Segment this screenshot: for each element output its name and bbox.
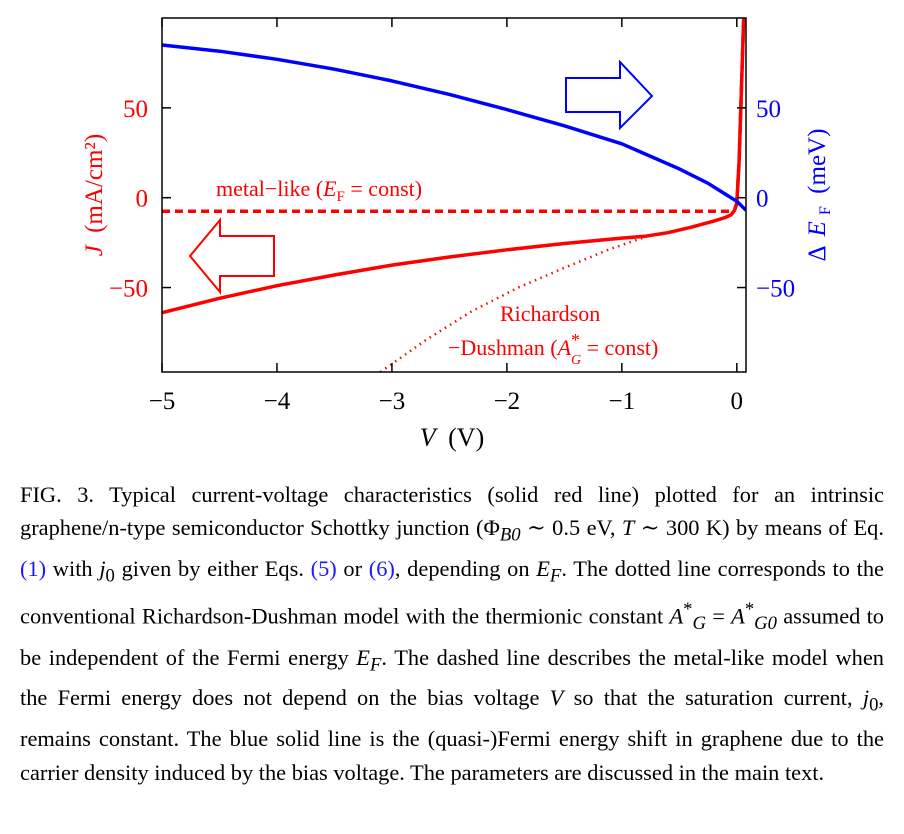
caption-sub: B0 bbox=[499, 524, 521, 546]
equation-ref-link[interactable]: (1) bbox=[20, 556, 47, 582]
caption-sup: * bbox=[683, 599, 693, 621]
plot-frame bbox=[161, 17, 747, 373]
x-tick-label: −5 bbox=[149, 388, 176, 415]
caption-symbol: j bbox=[862, 685, 870, 711]
caption-text: , remains constant. The blue solid line … bbox=[20, 685, 885, 785]
svg-text:Δ E F (meV): Δ E F (meV) bbox=[804, 129, 836, 262]
fermi-shift-blue-line bbox=[162, 43, 746, 212]
richardson-dushman-dotted-line bbox=[379, 236, 646, 372]
caption-symbol: E bbox=[536, 556, 550, 582]
caption-sub: 0 bbox=[869, 694, 879, 716]
caption-text: ∼ 300 K) by means of Eq. bbox=[634, 515, 884, 541]
svg-text:J (mA/cm²): J (mA/cm²) bbox=[81, 134, 108, 257]
ylabel-right: Δ E F (meV) bbox=[804, 129, 836, 262]
metal-like-dashed-line bbox=[162, 18, 746, 213]
ylabel-left-unit: (mA/cm²) bbox=[81, 134, 108, 233]
xlabel: V (V) bbox=[420, 423, 484, 452]
x-tick-label: −3 bbox=[379, 388, 406, 415]
x-tick-label: −1 bbox=[609, 388, 636, 415]
equation-ref-link[interactable]: (6) bbox=[368, 556, 395, 582]
caption-symbol: E bbox=[356, 644, 370, 670]
caption-sub: G bbox=[692, 613, 706, 635]
x-tick-label: 0 bbox=[731, 388, 744, 415]
ylabel-right-subscript: F bbox=[817, 206, 834, 215]
caption-sub: F bbox=[549, 565, 562, 587]
chart: −5 −4 −3 −2 −1 0 50 0 −50 50 0 −50 J (mA/cm²) Δ E F… bbox=[81, 17, 836, 452]
annotation-metal-like-suffix: = const) bbox=[345, 176, 422, 201]
caption-fig: FIG. 3. bbox=[20, 482, 95, 507]
caption-symbol: A bbox=[731, 603, 745, 629]
annotation-dushman-prefix: −Dushman ( bbox=[448, 335, 558, 360]
iv-red-solid-line bbox=[162, 18, 746, 315]
annotation-dushman-suffix: = const) bbox=[581, 335, 658, 360]
caption-text: Typical current-voltage characteristics … bbox=[20, 482, 884, 541]
x-tick-label: −4 bbox=[264, 388, 291, 415]
caption-symbol: j bbox=[99, 556, 106, 582]
y-left-tick-label: 0 bbox=[136, 186, 149, 213]
caption-text: , depending on bbox=[394, 556, 537, 582]
annotation-dushman: −Dushman (A* G = const) bbox=[448, 330, 658, 368]
annotation-metal-like-symbol: E bbox=[322, 176, 337, 201]
caption-text: ∼ 0.5 eV, bbox=[520, 515, 622, 541]
ylabel-left: J (mA/cm²) bbox=[81, 134, 108, 257]
annotation-metal-like: metal−like (EF = const) bbox=[216, 176, 422, 205]
x-tick-label: −2 bbox=[494, 388, 521, 415]
caption-text: . The dashed line describes the metal-li… bbox=[20, 644, 884, 711]
left-arrow-icon bbox=[188, 217, 275, 295]
ylabel-right-delta: Δ bbox=[804, 245, 831, 261]
equation-ref-link[interactable]: (5) bbox=[310, 556, 337, 582]
caption-sup: * bbox=[744, 599, 755, 621]
chart-curves bbox=[162, 18, 746, 372]
caption-symbol: T bbox=[621, 515, 635, 541]
caption-text: so that the saturation current, bbox=[563, 685, 863, 711]
figure-caption: FIG. 3. Typical current-voltage characte… bbox=[20, 478, 884, 789]
caption-text: assumed to be independent of the Fermi e… bbox=[20, 603, 884, 670]
right-arrow-icon bbox=[565, 59, 654, 131]
annotation-metal-like-subscript: F bbox=[337, 189, 345, 205]
caption-text: . The dotted line corresponds to the con… bbox=[20, 556, 884, 629]
caption-text: = bbox=[705, 603, 732, 629]
caption-sub: 0 bbox=[105, 565, 115, 587]
caption-symbol: A bbox=[669, 603, 684, 629]
xlabel-symbol: V bbox=[420, 423, 439, 452]
caption-text: or bbox=[336, 556, 369, 582]
annotation-dushman-subscript: G bbox=[571, 353, 581, 368]
caption-sub: F bbox=[369, 653, 382, 675]
annotation-metal-like-prefix: metal−like ( bbox=[216, 176, 323, 201]
axis-ticks: −5 −4 −3 −2 −1 0 50 0 −50 50 0 −50 bbox=[109, 18, 795, 415]
annotation-dushman-superscript: * bbox=[571, 330, 580, 350]
ylabel-left-symbol: J bbox=[81, 243, 108, 256]
caption-symbol: V bbox=[549, 685, 564, 711]
y-right-tick-label: 0 bbox=[756, 186, 769, 213]
ylabel-right-symbol: E bbox=[804, 221, 831, 237]
caption-text: given by either Eqs. bbox=[114, 556, 311, 582]
caption-sub: G0 bbox=[754, 613, 777, 635]
y-left-tick-label: 50 bbox=[123, 96, 148, 123]
y-left-tick-label: −50 bbox=[109, 276, 148, 303]
y-right-tick-label: −50 bbox=[756, 276, 795, 303]
xlabel-unit: (V) bbox=[448, 423, 484, 452]
caption-text: with bbox=[46, 556, 100, 582]
ylabel-right-unit: (meV) bbox=[804, 129, 831, 194]
y-right-tick-label: 50 bbox=[756, 96, 781, 123]
annotation-dushman-symbol: A bbox=[556, 335, 572, 360]
annotation-richardson: Richardson bbox=[500, 301, 600, 326]
